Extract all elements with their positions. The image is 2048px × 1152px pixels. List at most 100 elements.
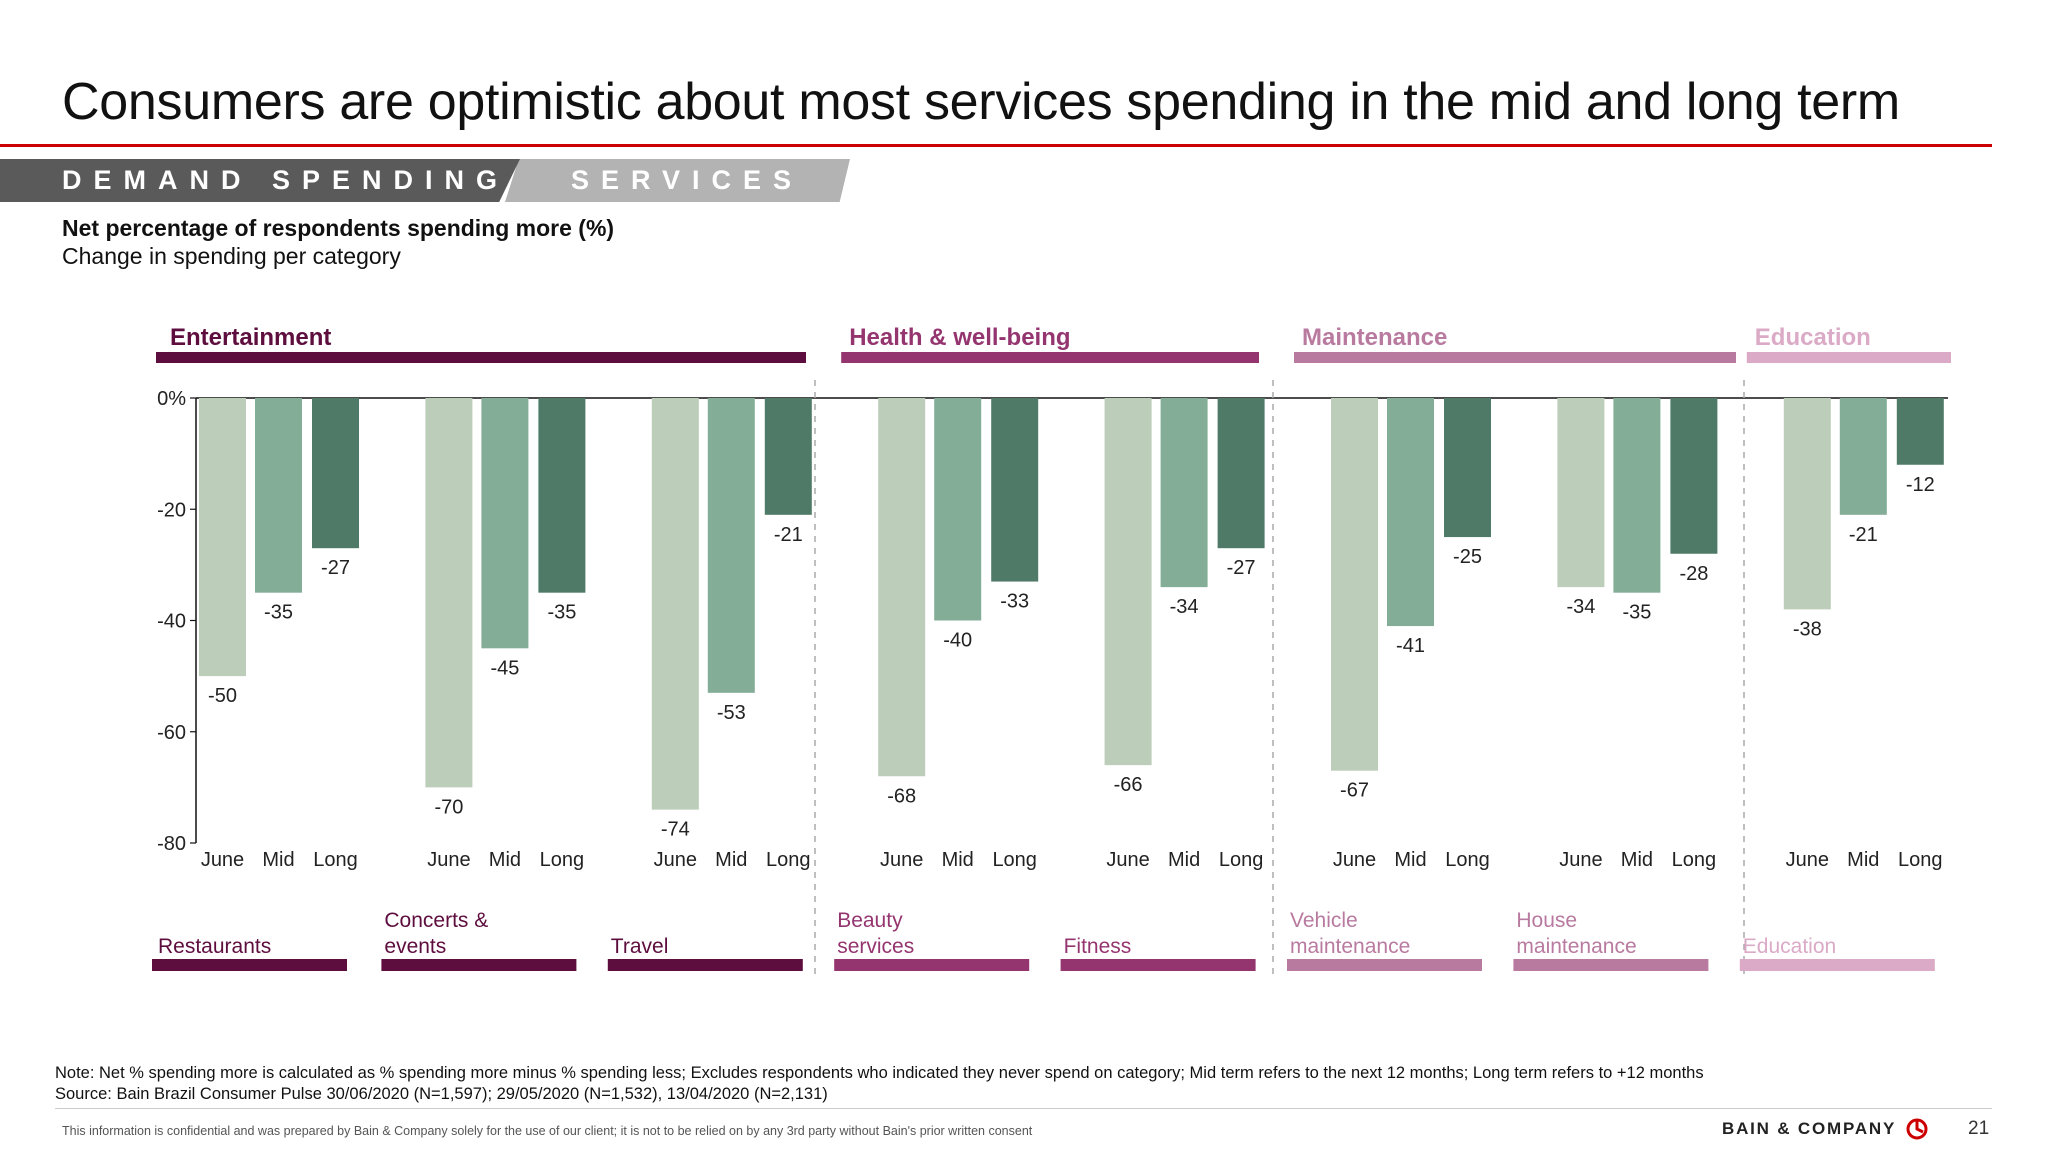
- category-label: Concerts &: [384, 909, 488, 932]
- data-label: -21: [1849, 524, 1878, 546]
- logo-text: BAIN & COMPANY: [1722, 1119, 1897, 1138]
- data-label: -33: [1000, 591, 1029, 613]
- x-tick-label: June: [1106, 849, 1149, 871]
- x-tick-label: Mid: [489, 849, 521, 871]
- category-label: maintenance: [1516, 935, 1636, 958]
- bar: [199, 398, 246, 677]
- x-tick-label: Long: [1672, 849, 1717, 871]
- x-tick-label: Long: [1219, 849, 1264, 871]
- bar: [312, 398, 359, 549]
- x-tick-label: Long: [1445, 849, 1490, 871]
- x-tick-label: Mid: [1168, 849, 1200, 871]
- bar: [1613, 398, 1661, 593]
- note-text: Note: Net % spending more is calculated …: [55, 1064, 1704, 1082]
- data-label: -21: [774, 524, 803, 546]
- chart-subtitle: Net percentage of respondents spending m…: [62, 215, 615, 241]
- group-title: Education: [1755, 324, 1871, 351]
- category-underline: [381, 959, 577, 971]
- footnote: Note: Net % spending more is calculated …: [55, 1063, 1704, 1105]
- x-tick-label: Long: [992, 849, 1037, 871]
- data-label: -66: [1114, 774, 1143, 796]
- tab-demand-spending: DEMAND SPENDING: [0, 159, 520, 202]
- category-underline: [1739, 959, 1935, 971]
- data-label: -70: [434, 796, 463, 818]
- bar: [1217, 398, 1265, 549]
- source-text: Source: Bain Brazil Consumer Pulse 30/06…: [55, 1085, 828, 1103]
- category-label: Travel: [611, 935, 669, 958]
- category-underline: [1060, 959, 1256, 971]
- x-tick-label: June: [427, 849, 470, 871]
- bar: [425, 398, 473, 788]
- bar: [1783, 398, 1831, 610]
- category-underline: [834, 959, 1030, 971]
- x-tick-label: June: [880, 849, 923, 871]
- category-label: House: [1516, 909, 1577, 932]
- category-underline: [1513, 959, 1709, 971]
- category-underline: [1287, 959, 1482, 971]
- category-label: Education: [1743, 935, 1836, 958]
- bar: [255, 398, 302, 593]
- data-label: -28: [1679, 563, 1708, 585]
- bar: [1557, 398, 1605, 588]
- bar: [538, 398, 586, 593]
- data-label: -50: [208, 685, 237, 707]
- data-label: -27: [1227, 557, 1256, 579]
- category-label: maintenance: [1290, 935, 1410, 958]
- category-label: Fitness: [1064, 935, 1132, 958]
- data-label: -12: [1906, 474, 1935, 496]
- data-label: -35: [1622, 602, 1651, 624]
- x-tick-label: June: [654, 849, 697, 871]
- logo-mark-icon: [1906, 1118, 1928, 1140]
- bar: [707, 398, 755, 693]
- x-tick-label: Long: [766, 849, 811, 871]
- group-header-bar: [841, 352, 1259, 363]
- group-title: Maintenance: [1302, 324, 1447, 351]
- category-label: Beauty: [837, 909, 903, 932]
- data-label: -35: [264, 602, 293, 624]
- footer-rule: [55, 1108, 1992, 1109]
- data-label: -68: [887, 785, 916, 807]
- category-label: Vehicle: [1290, 909, 1358, 932]
- x-tick-label: Mid: [1394, 849, 1426, 871]
- data-label: -38: [1793, 618, 1822, 640]
- y-tick-label: -60: [157, 722, 186, 744]
- bar: [1104, 398, 1152, 766]
- x-tick-label: June: [1333, 849, 1376, 871]
- title-rule: [0, 144, 1992, 147]
- chart-subtitle-2: Change in spending per category: [62, 243, 401, 269]
- data-label: -34: [1566, 596, 1595, 618]
- data-label: -25: [1453, 546, 1482, 568]
- x-tick-label: Long: [540, 849, 585, 871]
- bar: [1670, 398, 1718, 554]
- slide-title: Consumers are optimistic about most serv…: [62, 73, 1900, 131]
- x-tick-label: June: [1786, 849, 1829, 871]
- data-label: -34: [1170, 596, 1199, 618]
- bar: [481, 398, 529, 649]
- y-tick-label: -20: [157, 499, 186, 521]
- bar: [1331, 398, 1378, 771]
- bar: [1896, 398, 1944, 465]
- bar: [878, 398, 926, 777]
- bar: [651, 398, 699, 810]
- group-title: Entertainment: [170, 324, 331, 351]
- category-underline: [607, 959, 803, 971]
- x-tick-label: Mid: [1621, 849, 1653, 871]
- category-underline: [152, 959, 347, 971]
- data-label: -35: [547, 602, 576, 624]
- y-tick-label: -80: [157, 833, 186, 855]
- data-label: -45: [490, 657, 519, 679]
- bar: [934, 398, 982, 621]
- bain-logo: BAIN & COMPANY: [1722, 1118, 1928, 1140]
- tab-services: SERVICES: [505, 159, 850, 202]
- data-label: -67: [1340, 780, 1369, 802]
- bar: [764, 398, 812, 515]
- data-label: -40: [943, 630, 972, 652]
- group-header-bar: [1746, 352, 1951, 363]
- bar: [1839, 398, 1887, 515]
- bar: [1160, 398, 1208, 588]
- group-header-bar: [1294, 352, 1736, 363]
- x-tick-label: June: [1559, 849, 1602, 871]
- group-header-bar: [156, 352, 806, 363]
- data-label: -53: [717, 702, 746, 724]
- bar: [1444, 398, 1491, 538]
